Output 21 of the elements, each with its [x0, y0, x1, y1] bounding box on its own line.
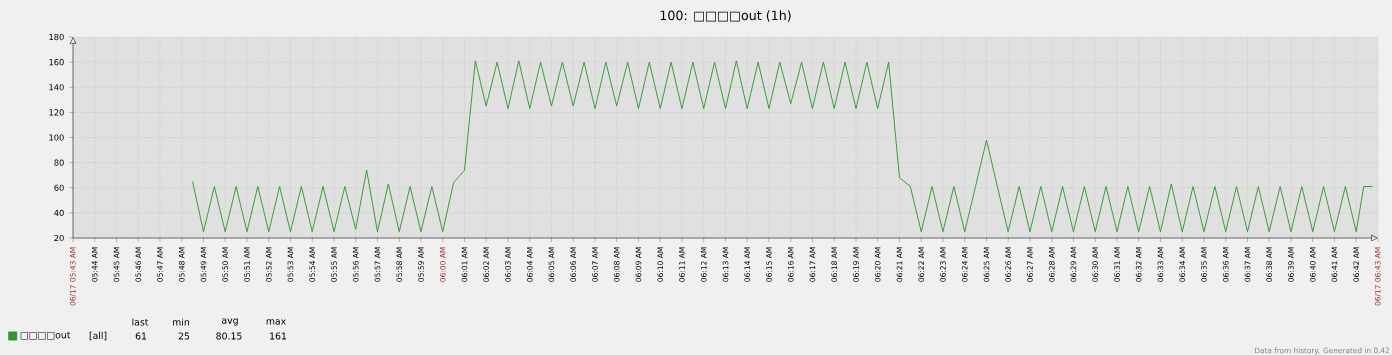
legend-label: □□□□out	[20, 331, 71, 340]
y-tick-label: 160	[49, 59, 64, 66]
text: avg	[221, 318, 238, 326]
y-tick-label: 60	[54, 184, 64, 191]
text: last	[132, 318, 149, 326]
text: 25	[178, 332, 190, 340]
text: max	[266, 319, 286, 325]
chart-title: 100: □□□□out (1h)	[660, 10, 791, 22]
y-tick-label: 100	[49, 134, 64, 141]
y-tick-label: 180	[49, 33, 64, 41]
line-series	[192, 60, 1373, 233]
y-tick-label: 80	[54, 159, 64, 166]
y-tick-label: 120	[49, 109, 64, 116]
y-tick-label: 40	[54, 209, 64, 217]
y-tick-label: 140	[49, 84, 64, 91]
text: min	[173, 318, 190, 326]
y-tick-label: 20	[54, 234, 64, 242]
text: [all]	[89, 331, 107, 341]
text: 80.15	[216, 332, 242, 340]
text: 161	[270, 332, 287, 340]
text: 61	[135, 332, 147, 340]
